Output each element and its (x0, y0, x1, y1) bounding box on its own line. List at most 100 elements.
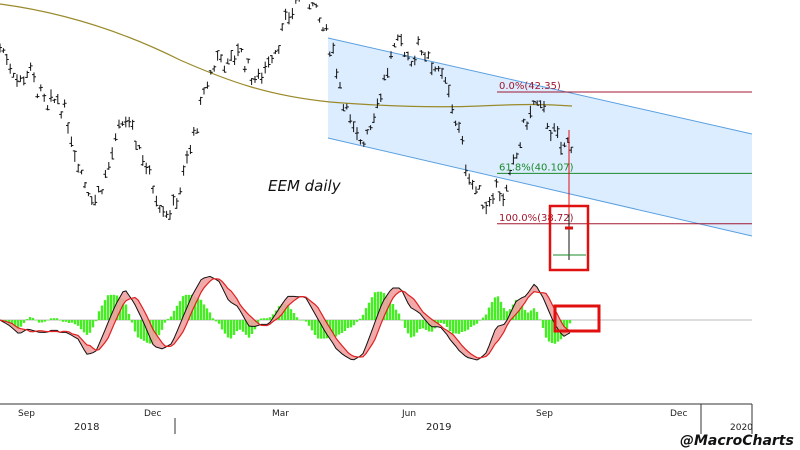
chart-title: EEM daily (268, 177, 342, 195)
histogram-bar (478, 320, 482, 321)
histogram-bar (445, 320, 449, 327)
histogram-bar (193, 296, 197, 320)
histogram-bar (283, 304, 287, 320)
price-bars (0, 0, 574, 220)
histogram-bar (391, 304, 395, 320)
histogram-bar (238, 320, 242, 330)
histogram-bar (73, 320, 77, 325)
histogram-bar (457, 320, 461, 334)
histogram-bar (229, 320, 233, 339)
fibonacci-levels: 0.0%(42.35) 61.8%(40.107) 100.0%(38.72) (497, 81, 752, 225)
histogram-bar (211, 318, 215, 320)
histogram-bar (346, 320, 350, 329)
histogram-bar (55, 318, 59, 320)
histogram-bar (526, 312, 530, 320)
histogram-bar (268, 317, 272, 320)
macd-fill (0, 276, 570, 360)
histogram-bar (46, 320, 50, 321)
histogram-bar (91, 320, 95, 328)
histogram-bar (373, 292, 377, 320)
histogram-bar (295, 317, 299, 320)
histogram-bar (13, 320, 17, 328)
histogram-bar (499, 301, 503, 320)
histogram-bar (97, 311, 101, 320)
histogram-bar (208, 312, 212, 320)
histogram-bar (28, 316, 32, 320)
moving-average-line (0, 3, 573, 108)
histogram-bar (70, 320, 74, 323)
histogram-bar (538, 319, 542, 320)
histogram-bar (250, 320, 254, 335)
histogram-bar (205, 308, 209, 320)
histogram-bar (223, 320, 227, 334)
histogram-bar (265, 318, 269, 320)
histogram-bar (370, 297, 374, 320)
x-axis: Sep Dec Mar Jun Sep Dec 2020 2018 2019 (0, 403, 753, 434)
histogram-bar (388, 299, 392, 320)
histogram-bar (133, 320, 137, 332)
histogram-bar (403, 320, 407, 328)
histogram-bar (550, 320, 554, 344)
fib-level-label: 0.0%(42.35) (499, 81, 561, 92)
histogram-bar (184, 294, 188, 320)
histogram-bar (439, 320, 443, 323)
histogram-bar (400, 319, 404, 321)
histogram-bar (520, 305, 524, 320)
histogram-bar (136, 320, 140, 338)
histogram-bar (142, 320, 146, 341)
histogram-bar (121, 298, 125, 320)
histogram-bar (505, 311, 509, 320)
x-tick-label: Dec (670, 409, 687, 419)
histogram-bar (220, 320, 224, 330)
histogram-bar (475, 320, 479, 324)
histogram-bar (397, 313, 401, 320)
histogram-bar (256, 320, 260, 324)
histogram-bar (412, 320, 416, 337)
histogram-bar (244, 320, 248, 335)
histogram-bar (109, 294, 113, 320)
histogram-bar (178, 301, 182, 320)
histogram-bar (331, 320, 335, 337)
histogram-bar (247, 320, 251, 338)
histogram-bar (175, 305, 179, 320)
histogram-bar (490, 302, 494, 320)
histogram-bar (166, 318, 170, 320)
histogram-bar (367, 302, 371, 320)
histogram-bar (340, 320, 344, 334)
histogram-bar (532, 308, 536, 320)
histogram-bar (415, 320, 419, 333)
histogram-bar (361, 314, 365, 320)
histogram-bar (427, 320, 431, 332)
histogram-bar (460, 320, 464, 332)
histogram-bar (343, 320, 347, 331)
channel-fill (328, 38, 752, 236)
histogram-bar (232, 320, 236, 335)
histogram-bar (127, 313, 131, 320)
histogram-bar (214, 320, 218, 322)
histogram-bar (394, 309, 398, 320)
histogram-bar (529, 310, 533, 320)
histogram-bar (196, 298, 200, 320)
histogram-bar (163, 320, 167, 323)
histogram-bar (316, 320, 320, 339)
histogram-bar (64, 320, 68, 322)
histogram-bar (307, 320, 311, 326)
watermark: @MacroCharts (680, 433, 794, 449)
histogram-bar (418, 320, 422, 330)
histogram-bar (43, 320, 47, 322)
histogram-bar (16, 320, 20, 329)
histogram-bar (88, 320, 92, 333)
histogram-bar (217, 320, 221, 324)
histogram-bar (49, 318, 53, 320)
histogram-bar (25, 319, 29, 320)
histogram-bar (172, 310, 176, 320)
histogram-bar (310, 320, 314, 331)
histogram-bar (349, 320, 353, 328)
histogram-bar (355, 320, 359, 322)
histogram-bar (313, 320, 317, 336)
histogram-bar (487, 307, 491, 320)
histogram-bar (112, 294, 116, 320)
year-label: 2019 (426, 422, 451, 433)
histogram-bar (319, 320, 323, 339)
histogram-bar (235, 320, 239, 332)
